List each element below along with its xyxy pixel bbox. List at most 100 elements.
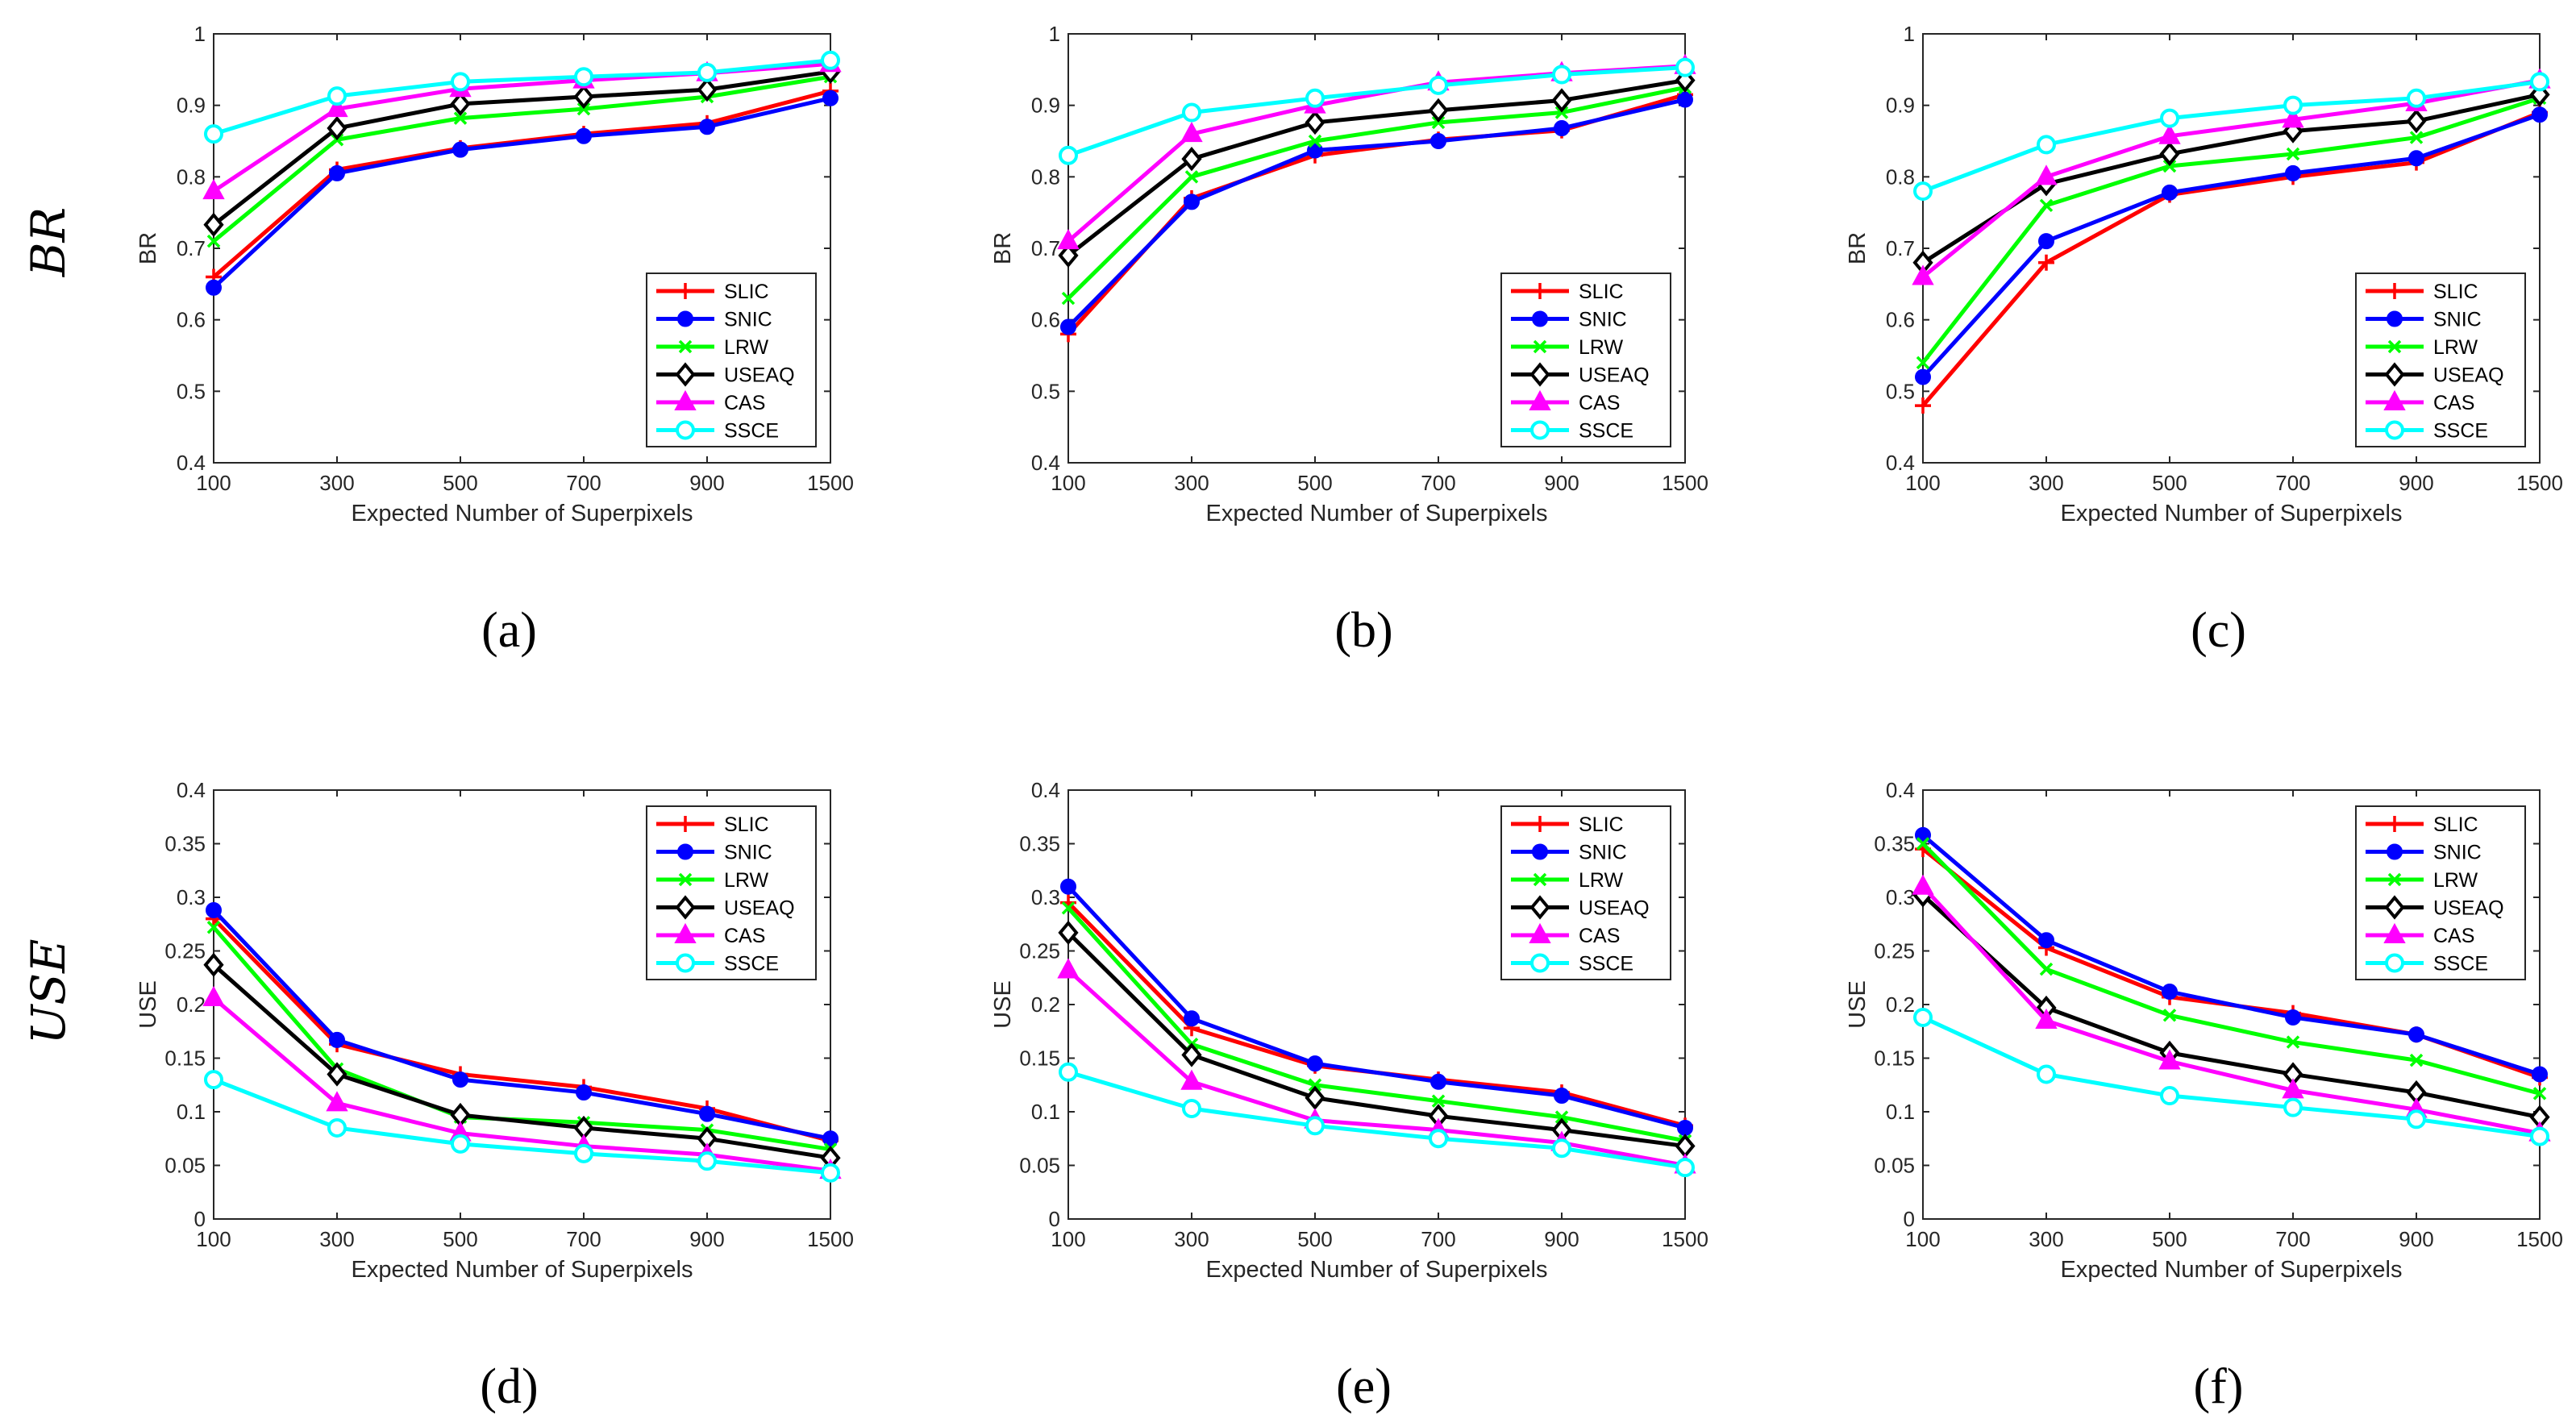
data-point <box>1308 134 1322 148</box>
y-tick-label: 0.9 <box>177 94 206 118</box>
data-point <box>1305 88 1325 108</box>
data-point <box>1915 368 1931 385</box>
data-point <box>326 1091 348 1112</box>
legend-label: CAS <box>2433 392 2474 414</box>
x-tick-label: 100 <box>1051 1227 1085 1251</box>
x-tick-label: 900 <box>1544 471 1579 495</box>
legend-entry: SLIC <box>656 281 769 303</box>
series-useaq <box>1058 920 1696 1159</box>
data-point <box>1552 1138 1571 1159</box>
data-point <box>327 1117 347 1138</box>
legend-label: SNIC <box>724 309 772 331</box>
legend-entry: LRW <box>1511 869 1624 892</box>
data-point-b <box>2286 147 2300 161</box>
y-tick-label: 0.4 <box>177 451 206 475</box>
legend-marker <box>1529 389 1551 410</box>
legend-marker <box>2387 872 2402 887</box>
data-point <box>327 115 347 141</box>
data-point <box>2407 1109 2426 1130</box>
y-tick-label: 0.1 <box>1031 1100 1060 1124</box>
y-tick-label: 0.05 <box>1019 1154 1060 1178</box>
x-tick-label: 700 <box>566 471 601 495</box>
legend-box <box>646 273 817 447</box>
series-snic <box>1915 106 2548 385</box>
x-tick-label: 900 <box>689 1227 724 1251</box>
data-point <box>1912 874 1934 895</box>
legend: SLIC SNIC LRW USEAQ CAS SSCE <box>2355 805 2526 980</box>
data-point <box>2532 106 2548 123</box>
data-point-b <box>206 234 221 248</box>
legend-entry: SNIC <box>1511 842 1627 864</box>
legend-label: LRW <box>1579 869 1624 892</box>
data-point <box>2530 1126 2549 1146</box>
data-point-b <box>2409 1053 2424 1067</box>
y-tick-label: 0.7 <box>177 236 206 260</box>
legend-marker <box>2383 922 2406 943</box>
data-point <box>2409 131 2424 144</box>
y-tick-label: 0.7 <box>1031 236 1060 260</box>
legend-marker <box>2387 843 2403 860</box>
data-point <box>576 127 592 144</box>
x-tick-label: 1500 <box>1662 471 1708 495</box>
chart-3: 100 300 500 700 900 1500 0 0.05 0.1 0.15 0.2 0.25 0.… <box>135 778 854 1414</box>
series-line <box>212 909 831 1141</box>
y-tick-label: 0.1 <box>1886 1100 1915 1124</box>
legend-entry: USEAQ <box>2366 362 2504 387</box>
y-tick-label: 0.2 <box>1886 992 1915 1017</box>
data-point <box>1551 88 1572 113</box>
y-tick-label: 0.7 <box>1886 236 1915 260</box>
legend-label: USEAQ <box>1579 364 1650 387</box>
data-point <box>2039 198 2054 213</box>
data-point <box>452 141 468 158</box>
x-axis-label: Expected Number of Superpixels <box>1206 1257 1548 1283</box>
data-point <box>576 1084 592 1101</box>
legend-entry: USEAQ <box>1511 362 1650 387</box>
data-point <box>450 91 471 117</box>
data-point <box>206 901 222 918</box>
subplot-label: (c) <box>2191 603 2246 658</box>
legend-entry: SLIC <box>656 813 769 836</box>
legend-entry: USEAQ <box>656 362 795 387</box>
data-point <box>1181 147 1202 172</box>
legend-label: SSCE <box>1579 953 1633 976</box>
legend-box <box>1500 805 1671 980</box>
legend-entry: LRW <box>2366 869 2478 892</box>
legend: SLIC SNIC LRW USEAQ CAS SSCE <box>1500 273 1671 447</box>
subplot-label: (b) <box>1334 603 1392 658</box>
legend-label: CAS <box>1579 392 1620 414</box>
legend-entry: CAS <box>656 389 765 414</box>
series-ssce <box>1913 1007 2549 1146</box>
x-tick-label: 500 <box>1297 1227 1332 1251</box>
legend-marker <box>677 843 693 860</box>
series-ssce <box>1913 72 2549 202</box>
y-tick-label: 1 <box>194 22 206 46</box>
data-point <box>2037 1064 2056 1084</box>
y-tick-label: 0.6 <box>1031 308 1060 332</box>
y-tick-label: 0.15 <box>1874 1046 1915 1071</box>
series-line <box>1067 1070 1686 1170</box>
x-tick-label: 900 <box>2399 1227 2433 1251</box>
legend-label: LRW <box>1579 336 1624 359</box>
x-tick-label: 300 <box>2029 471 2063 495</box>
data-point <box>2406 109 2427 134</box>
legend-marker <box>2384 362 2405 387</box>
data-point <box>1307 1055 1323 1072</box>
legend-entry: SSCE <box>656 953 779 976</box>
legend: SLIC SNIC LRW USEAQ CAS SSCE <box>646 805 817 980</box>
legend-entry: SNIC <box>656 309 772 331</box>
series-snic <box>206 89 839 296</box>
series-snic <box>206 901 839 1147</box>
legend-marker <box>2387 816 2403 832</box>
data-point <box>2286 1035 2300 1049</box>
data-point-b <box>206 921 221 934</box>
x-tick-label: 700 <box>566 1227 601 1251</box>
legend-marker-b <box>678 872 693 887</box>
legend-entry: SSCE <box>2366 420 2488 443</box>
chart-0: 100 300 500 700 900 1500 0.4 0.5 0.6 0.7 0.8 0.9 1 Ex… <box>135 22 854 658</box>
series-line <box>1067 931 1686 1149</box>
series-line <box>1921 842 2541 1096</box>
y-axis-label: BR <box>135 232 161 264</box>
data-point <box>2162 1009 2177 1022</box>
legend-marker <box>2385 953 2404 973</box>
series-ssce <box>1059 1062 1695 1178</box>
